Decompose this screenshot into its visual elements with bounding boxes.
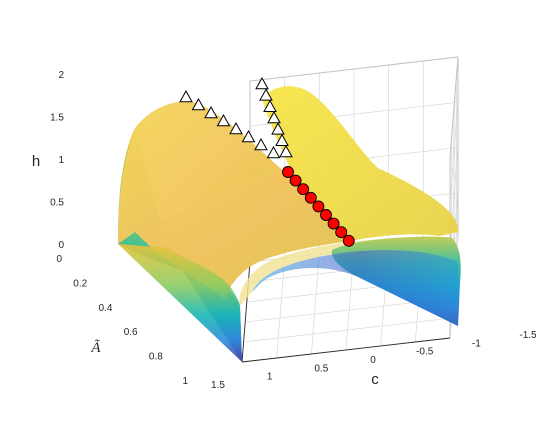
circle-marker xyxy=(335,226,348,239)
z-axis-label: h xyxy=(32,153,40,170)
grid-line-floor-c xyxy=(276,257,286,359)
y-tick-label: 0.6 xyxy=(124,327,138,338)
surface-left-ridge xyxy=(118,101,280,244)
circle-marker xyxy=(327,217,340,230)
circle-marker xyxy=(342,234,355,247)
y-axis-label: Ã xyxy=(90,339,101,356)
tick-layer: 0 0.5 1 1.5 2 0 0.2 0.4 0.6 0.8 1 1.5 1 0.5 0 -0.5 -1 -1.… xyxy=(50,70,537,391)
triangle-marker xyxy=(259,88,273,101)
z-tick-label: 0 xyxy=(58,240,64,251)
y-tick-label: 0 xyxy=(56,254,62,265)
grid-line-floor-a xyxy=(243,317,452,343)
circle-marker xyxy=(320,209,332,221)
triangle-marker xyxy=(216,113,231,127)
triangle-marker xyxy=(191,97,206,111)
triangle-marker xyxy=(179,89,193,103)
triangle-marker xyxy=(263,99,277,112)
z-tick-label: 1.5 xyxy=(50,113,64,124)
y-tick-label: 1 xyxy=(182,376,188,387)
surface-mesh xyxy=(118,86,461,362)
x-tick-label: -0.5 xyxy=(416,347,434,358)
grid-line-floor-c xyxy=(310,253,320,355)
x-tick-label: 1 xyxy=(267,372,273,383)
circle-marker xyxy=(297,183,310,196)
triangle-marker xyxy=(241,129,256,143)
triangle-marker xyxy=(279,144,293,158)
surface-inner-trough xyxy=(252,250,458,326)
triangle-marker xyxy=(254,137,268,151)
x-tick-label: -1 xyxy=(472,338,481,349)
y-tick-label: 0.8 xyxy=(149,352,163,363)
x-tick-label: -1.5 xyxy=(519,330,537,341)
axis-line xyxy=(241,337,451,363)
axis-box-line xyxy=(449,56,459,158)
triangle-marker xyxy=(275,133,289,146)
triangle-marker xyxy=(229,121,243,135)
z-tick-label: 1 xyxy=(58,155,64,166)
triangle-marker xyxy=(204,105,218,119)
x-axis-label: c xyxy=(371,371,379,388)
axis-box-line xyxy=(249,56,459,82)
z-tick-label: 0.5 xyxy=(50,198,64,209)
triangle-marker xyxy=(266,145,281,159)
surface-right-ridge xyxy=(262,86,459,240)
surface-trough xyxy=(239,236,458,306)
triangle-marker xyxy=(255,76,269,90)
circle-marker xyxy=(282,166,294,178)
surface-front-wall xyxy=(118,244,242,362)
axis-line xyxy=(241,261,251,363)
circle-marker xyxy=(304,191,317,204)
triangle-marker xyxy=(267,110,281,124)
x-tick-label: 0 xyxy=(370,355,376,366)
marker-layer xyxy=(179,76,355,247)
y-tick-label: 0.4 xyxy=(98,303,112,314)
x-tick-label: 0.5 xyxy=(314,363,328,374)
y-tick-label: 0.2 xyxy=(73,278,87,289)
z-tick-label: 2 xyxy=(58,70,64,81)
circle-marker xyxy=(289,174,302,187)
triangle-marker xyxy=(271,122,285,135)
circle-marker xyxy=(312,200,325,213)
x-tick-label: 1.5 xyxy=(211,380,225,391)
